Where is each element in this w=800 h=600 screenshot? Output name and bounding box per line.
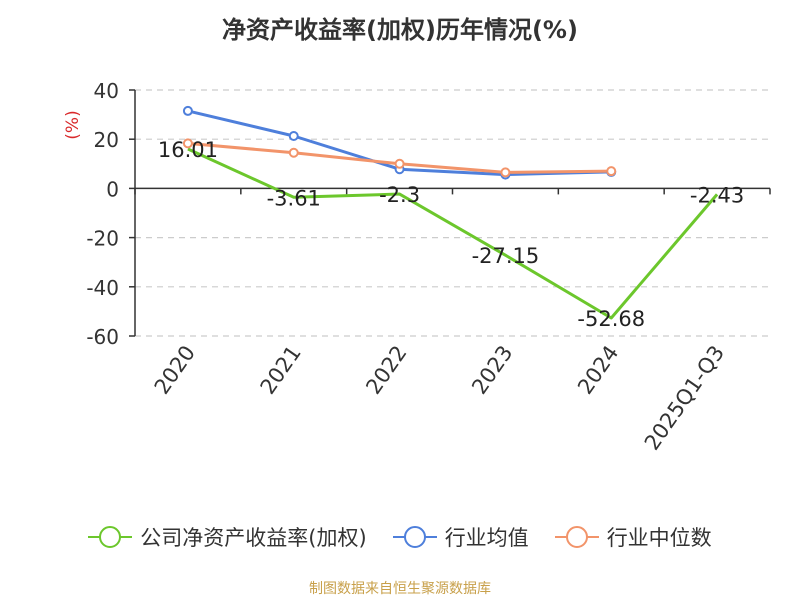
- chart-title: 净资产收益率(加权)历年情况(%): [222, 16, 578, 44]
- x-tick-label: 2022: [361, 341, 411, 399]
- legend-label-company: 公司净资产收益率(加权): [140, 526, 367, 550]
- legend-item-company[interactable]: 公司净资产收益率(加权): [88, 522, 367, 552]
- data-label: -27.15: [472, 244, 540, 268]
- legend-label-industry-median: 行业中位数: [606, 526, 712, 550]
- data-point-series-2: [288, 147, 299, 158]
- data-label: -3.61: [267, 186, 321, 210]
- data-label: -2.43: [690, 183, 744, 207]
- legend-swatch-industry-avg: [392, 526, 437, 548]
- source-note: 制图数据来自恒生聚源数据库: [309, 581, 491, 597]
- x-tick-label: 2024: [573, 341, 623, 399]
- chart-legend: 公司净资产收益率(加权) 行业均值 行业中位数: [0, 522, 800, 552]
- x-tick-label: 2020: [150, 341, 200, 399]
- legend-label-industry-avg: 行业均值: [444, 526, 529, 550]
- data-point-series-2: [606, 166, 617, 177]
- legend-swatch-company: [88, 526, 133, 548]
- y-axis-unit-label: (%): [63, 110, 83, 139]
- legend-swatch-industry-median: [554, 526, 599, 548]
- legend-item-industry-median[interactable]: 行业中位数: [554, 522, 712, 552]
- y-tick-label: -60: [86, 325, 119, 349]
- data-label: -2.3: [379, 183, 420, 207]
- x-tick-label: 2025Q1-Q3: [640, 341, 729, 454]
- y-tick-label: 0: [106, 177, 119, 201]
- data-label: 16.01: [158, 138, 218, 162]
- y-tick-label: -40: [86, 276, 119, 300]
- data-point-series-1: [288, 131, 299, 142]
- data-point-series-2: [500, 167, 511, 178]
- series-line-0: [187, 147, 719, 320]
- data-label: -52.68: [577, 307, 645, 331]
- x-tick-label: 2023: [467, 341, 517, 399]
- data-point-series-2: [394, 158, 405, 169]
- legend-item-industry-avg[interactable]: 行业均值: [392, 522, 529, 552]
- data-point-series-1: [182, 105, 193, 116]
- y-tick-label: 40: [94, 79, 119, 103]
- data-point-series-2: [182, 138, 193, 149]
- y-tick-label: -20: [86, 227, 119, 251]
- x-tick-label: 2021: [256, 341, 306, 399]
- y-tick-label: 20: [94, 128, 119, 152]
